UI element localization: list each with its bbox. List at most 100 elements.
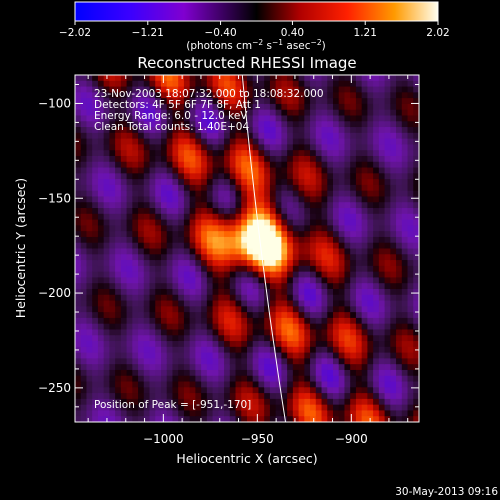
- heatmap-cell: [367, 109, 374, 117]
- heatmap-cell: [344, 288, 351, 296]
- heatmap-cell: [344, 312, 351, 319]
- heatmap-cell: [120, 254, 128, 261]
- heatmap-cell: [75, 184, 82, 192]
- heatmap-cell: [247, 161, 254, 169]
- heatmap-cell: [258, 202, 265, 209]
- heatmap-cell: [172, 369, 179, 377]
- heatmap-cell: [350, 369, 357, 377]
- heatmap-cell: [378, 410, 386, 417]
- heatmap-cell: [172, 358, 179, 365]
- heatmap-cell: [195, 236, 202, 244]
- heatmap-cell: [338, 161, 346, 169]
- heatmap-cell: [269, 179, 277, 186]
- heatmap-cell: [92, 231, 99, 238]
- heatmap-cell: [413, 161, 419, 169]
- heatmap-cell: [355, 179, 363, 186]
- heatmap-cell: [396, 300, 403, 307]
- heatmap-cell: [396, 346, 403, 354]
- heatmap-cell: [384, 179, 391, 186]
- heatmap-cell: [241, 254, 248, 261]
- heatmap-cell: [212, 132, 219, 140]
- heatmap-cell: [103, 358, 110, 365]
- heatmap-cell: [247, 173, 254, 180]
- heatmap-cell: [350, 173, 357, 180]
- heatmap-cell: [247, 184, 254, 192]
- heatmap-cell: [97, 300, 105, 307]
- heatmap-cell: [321, 288, 328, 296]
- heatmap-cell: [86, 75, 93, 82]
- heatmap-cell: [275, 410, 282, 417]
- heatmap-cell: [310, 294, 317, 302]
- heatmap-cell: [333, 312, 340, 319]
- heatmap-cell: [120, 167, 128, 174]
- heatmap-cell: [269, 277, 277, 284]
- heatmap-cell: [281, 92, 288, 99]
- heatmap-cell: [183, 155, 191, 163]
- heatmap-cell: [304, 317, 311, 325]
- heatmap-cell: [143, 150, 151, 157]
- heatmap-cell: [264, 341, 271, 348]
- heatmap-cell: [407, 317, 414, 325]
- heatmap-cell: [258, 144, 265, 151]
- heatmap-cell: [241, 294, 248, 302]
- heatmap-cell: [241, 352, 248, 359]
- heatmap-cell: [275, 196, 282, 203]
- heatmap-cell: [138, 381, 145, 388]
- heatmap-cell: [224, 80, 231, 88]
- heatmap-cell: [97, 173, 105, 180]
- heatmap-cell: [80, 132, 88, 140]
- heatmap-cell: [275, 288, 282, 296]
- heatmap-cell: [344, 277, 351, 284]
- heatmap-cell: [218, 196, 225, 203]
- heatmap-cell: [218, 265, 225, 273]
- heatmap-cell: [355, 103, 363, 111]
- heatmap-cell: [321, 329, 328, 336]
- heatmap-cell: [75, 190, 82, 198]
- heatmap-cell: [75, 369, 82, 377]
- heatmap-cell: [390, 144, 397, 151]
- heatmap-cell: [258, 184, 265, 192]
- heatmap-cell: [413, 312, 419, 319]
- heatmap-cell: [92, 155, 99, 163]
- heatmap-cell: [258, 92, 265, 99]
- heatmap-cell: [103, 271, 110, 279]
- heatmap-cell: [327, 80, 334, 88]
- heatmap-cell: [396, 254, 403, 261]
- heatmap-cell: [241, 225, 248, 232]
- heatmap-cell: [292, 98, 300, 105]
- heatmap-cell: [172, 271, 179, 279]
- heatmap-cell: [287, 115, 294, 122]
- heatmap-cell: [235, 369, 242, 377]
- heatmap-cell: [258, 387, 265, 394]
- heatmap-cell: [189, 138, 196, 145]
- heatmap-cell: [229, 254, 237, 261]
- heatmap-cell: [218, 393, 225, 400]
- heatmap-cell: [327, 404, 334, 412]
- heatmap-cell: [92, 213, 99, 221]
- heatmap-cell: [241, 103, 248, 111]
- heatmap-cell: [172, 150, 179, 157]
- heatmap-cell: [218, 254, 225, 261]
- heatmap-cell: [269, 364, 277, 371]
- heatmap-cell: [212, 103, 219, 111]
- heatmap-cell: [195, 265, 202, 273]
- heatmap-cell: [407, 346, 414, 354]
- heatmap-cell: [367, 260, 374, 267]
- heatmap-cell: [315, 323, 323, 331]
- heatmap-cell: [361, 300, 368, 307]
- heatmap-cell: [212, 265, 219, 273]
- heatmap-cell: [361, 265, 368, 273]
- heatmap-cell: [298, 127, 305, 134]
- heatmap-cell: [413, 248, 419, 255]
- heatmap-cell: [183, 260, 191, 267]
- heatmap-cell: [247, 202, 254, 209]
- heatmap-cell: [344, 248, 351, 255]
- heatmap-cell: [252, 109, 260, 117]
- heatmap-cell: [183, 312, 191, 319]
- heatmap-cell: [155, 202, 162, 209]
- heatmap-cell: [258, 242, 265, 250]
- heatmap-cell: [298, 98, 305, 105]
- heatmap-cell: [327, 202, 334, 209]
- heatmap-cell: [224, 329, 231, 336]
- heatmap-cell: [109, 398, 116, 406]
